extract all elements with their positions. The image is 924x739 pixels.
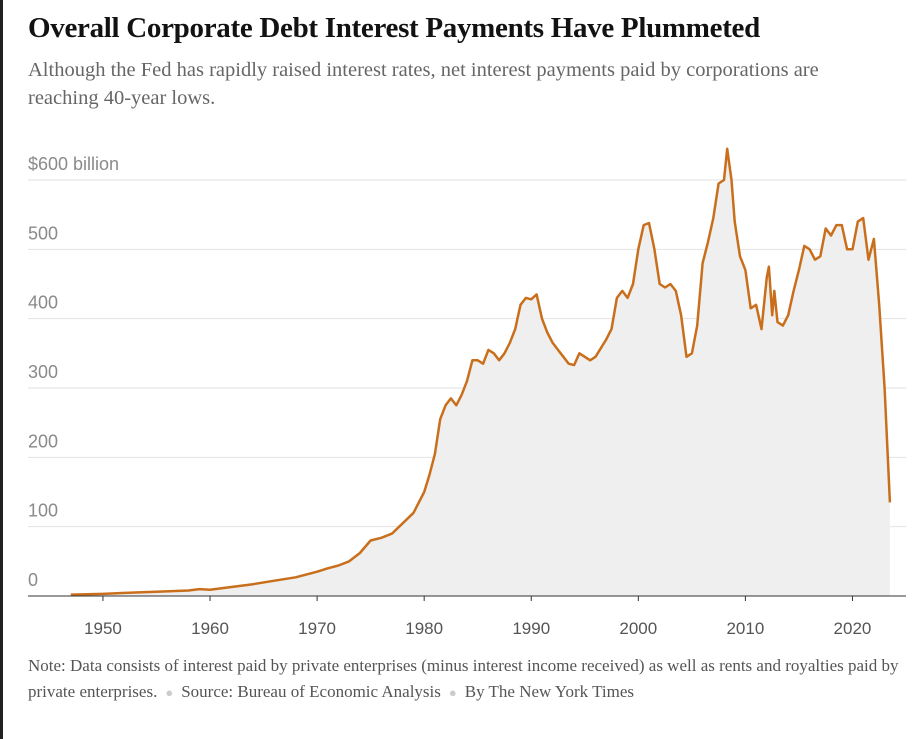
byline: By The New York Times [464, 682, 634, 701]
y-tick-label: 100 [28, 501, 58, 521]
line [70, 147, 892, 596]
edge [0, 0, 3, 739]
y-tick-label: 0 [28, 570, 38, 590]
x-tick-label: 1960 [191, 619, 229, 638]
x-tick-label: 2000 [619, 619, 657, 638]
separator: ● [448, 685, 457, 700]
chart-title: Overall Corporate Debt Interest Payments… [28, 12, 760, 44]
chart-subtitle: Although the Fed has rapidly raised inte… [28, 59, 819, 109]
footer: Note: Data consists of interest paid by … [28, 653, 908, 706]
y-tick-label: $600 billion [28, 154, 119, 174]
chart: 0 100 200 300 400 500 $600 billion 1950 1960 1970… [28, 147, 906, 638]
area [70, 148, 890, 597]
y-tick-label: 400 [28, 293, 58, 313]
note: Note: Data consists of interest paid by … [28, 656, 899, 701]
separator: ● [165, 685, 174, 700]
x-tick-label: 1980 [405, 619, 443, 638]
source: Source: Bureau of Economic Analysis [181, 682, 441, 701]
y-tick-label: 200 [28, 431, 58, 451]
y-tick-label: 300 [28, 362, 58, 382]
x-tick-label: 1950 [84, 619, 122, 638]
x-tick-label: 1970 [298, 619, 336, 638]
x-tick-label: 2020 [834, 619, 872, 638]
y-tick-label: 500 [28, 223, 58, 243]
x-tick-label: 1990 [512, 619, 550, 638]
x-tick-label: 2010 [726, 619, 764, 638]
